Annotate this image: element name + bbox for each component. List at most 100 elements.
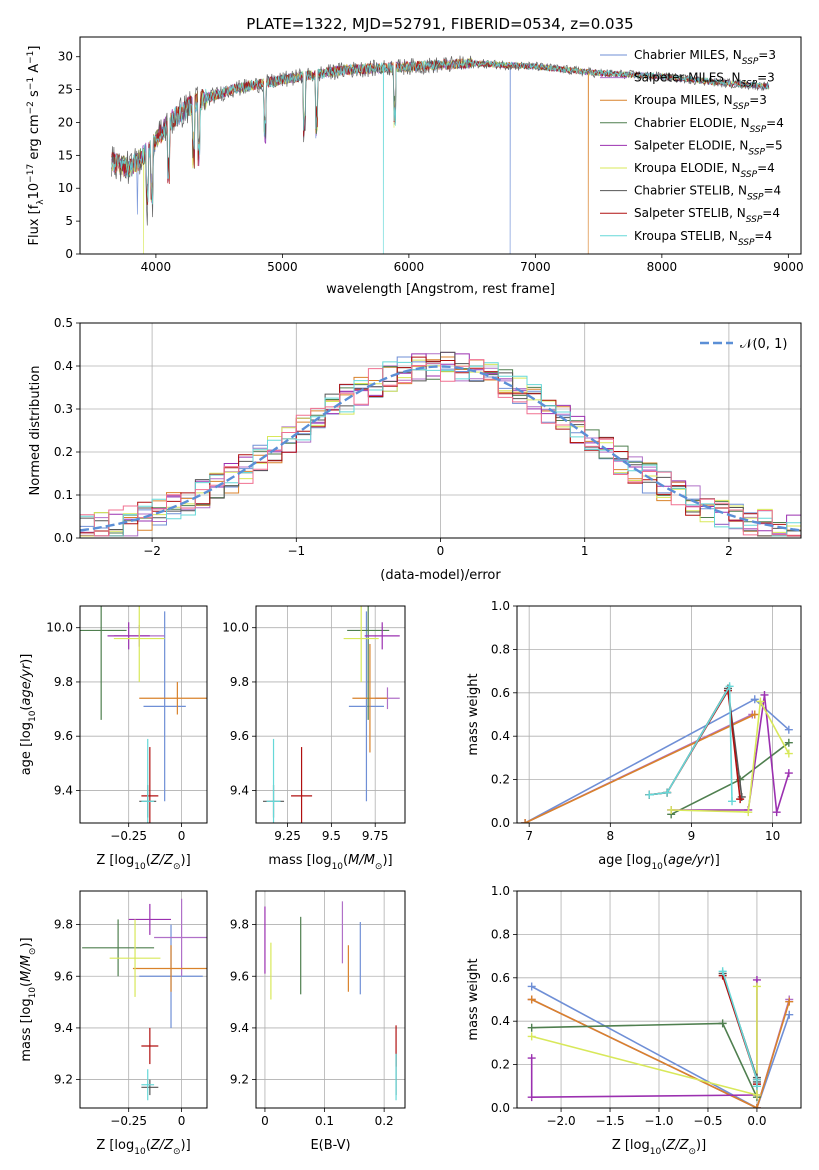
x-tick-label: 0.1 <box>315 1114 334 1128</box>
label-part: Salpeter MILES, N <box>634 71 741 85</box>
x-tick-label: 2 <box>725 544 733 558</box>
x-tick-label: 0.2 <box>375 1114 394 1128</box>
legend-label: Chabrier STELIB, NSSP=4 <box>634 184 781 203</box>
axes-age-vs-Z: −0.25 0 9.4 9.6 9.8 10.0 <box>46 605 208 843</box>
label-part: 10 <box>28 710 38 722</box>
y-tick-label: 1.0 <box>491 884 510 898</box>
label-part: M/M <box>19 955 34 982</box>
x-tick-label: 7 <box>525 829 533 843</box>
weight-line-kroupa-miles <box>524 713 756 823</box>
label-part: Chabrier MILES, N <box>634 48 742 62</box>
label-part: M/M <box>348 853 375 868</box>
label-part: Kroupa MILES, N <box>634 93 733 107</box>
x-axis-label: Z [log10(Z/Z⊙)] <box>612 1138 706 1157</box>
x-tick-label: 9.25 <box>274 829 301 843</box>
x-axis-label: Z [log10(Z/Z⊙)] <box>96 853 190 872</box>
x-tick-label: 5000 <box>267 260 298 274</box>
x-tick-label: −0.25 <box>110 829 147 843</box>
x-axis-label: Z [log10(Z/Z⊙)] <box>96 1138 190 1157</box>
x-tick-label: −0.5 <box>693 1114 722 1128</box>
weight-line-chabrier-miles <box>531 985 790 1108</box>
y-tick-label: 0.8 <box>491 642 510 656</box>
y-tick-label: 10.0 <box>46 621 73 635</box>
x-tick-label: 0 <box>178 1114 186 1128</box>
errorbar-salpeter-elodie <box>128 903 172 935</box>
y-tick-label: 9.8 <box>230 675 249 689</box>
weight-point <box>785 997 794 1006</box>
plot-area <box>263 606 400 823</box>
y-tick-label: 0.2 <box>491 1058 510 1072</box>
errorbar-salpeter-stelib <box>141 747 159 823</box>
axes-frame <box>516 605 802 824</box>
axes-spectrum: 4000 5000 6000 7000 8000 9000 0 5 10 15 20 25 30 <box>58 36 804 274</box>
x-tick-label: 0 <box>178 829 186 843</box>
x-tick-label: 9.5 <box>322 829 341 843</box>
x-tick-label: −0.25 <box>110 1114 147 1128</box>
y-tick-label: 9.8 <box>54 918 73 932</box>
weight-point <box>663 788 672 797</box>
label-part: =3 <box>749 93 767 107</box>
y-tick-label: 0.0 <box>54 531 73 545</box>
plot-area <box>111 55 770 254</box>
label-part: Kroupa ELODIE, N <box>634 161 741 175</box>
label-part: 10 <box>134 1147 146 1157</box>
label-part: ( <box>19 982 34 987</box>
label-part: −17 <box>26 164 36 183</box>
weight-point <box>718 967 727 976</box>
weight-line-kroupa-stelib <box>649 683 733 802</box>
normal-curve <box>80 365 801 532</box>
label-part: age [log <box>19 722 34 775</box>
weight-point <box>750 695 759 704</box>
label-part: =4 <box>766 116 784 130</box>
weight-point <box>752 982 761 991</box>
y-tick-label: 0.2 <box>491 773 510 787</box>
weight-point <box>527 1032 536 1041</box>
label-part: (0, 1) <box>752 337 787 352</box>
label-part: 10 <box>134 862 146 872</box>
y-tick-label: 30 <box>58 50 73 64</box>
weight-line-salpeter-stelib <box>721 975 758 1085</box>
errorbar-salpeter-stelib <box>291 747 313 823</box>
weight-point <box>527 1023 536 1032</box>
y-tick-label: 0.4 <box>54 359 73 373</box>
axes-frame <box>255 605 406 824</box>
weight-line-kroupa-elodie <box>671 698 790 813</box>
x-tick-label: 8 <box>606 829 614 843</box>
label-part: =4 <box>764 184 782 198</box>
y-tick-label: 9.6 <box>230 969 249 983</box>
axes-frame <box>79 605 208 824</box>
label-part: =4 <box>762 206 780 220</box>
y-axis-label: mass [log10(M/M⊙)] <box>19 937 38 1061</box>
y-tick-label: 9.6 <box>54 969 73 983</box>
label-part: SSP <box>746 215 763 225</box>
weight-point <box>645 790 654 799</box>
legend-label: Kroupa MILES, NSSP=3 <box>634 93 767 112</box>
label-part: Z [log <box>96 853 134 868</box>
errorbar-salpeter-stelib <box>141 1027 159 1065</box>
x-axis-label: (data-model)/error <box>380 568 501 583</box>
weight-point <box>521 819 530 823</box>
label-part: 10 <box>651 862 663 872</box>
y-tick-label: 0.2 <box>54 445 73 459</box>
weight-point <box>784 725 793 734</box>
y-axis-label: Flux [fλ10−17 erg cm−2 s−1 A−1] <box>26 46 46 246</box>
weight-point <box>784 749 793 758</box>
errorbar-chabrier-stelib <box>141 1079 159 1096</box>
errorbar-kroupa-stelib <box>141 738 155 823</box>
label-part: mass [log <box>268 853 331 868</box>
label-part: SSP <box>741 170 758 180</box>
label-part: SSP <box>733 102 750 112</box>
weight-line-salpeter-miles <box>531 998 790 1108</box>
x-tick-label: 4000 <box>141 260 172 274</box>
label-part: A <box>27 64 42 77</box>
label-part: age/yr <box>19 662 34 705</box>
axes-frame <box>255 890 406 1109</box>
axes-residual-histogram: −2 −1 0 1 2 0.0 0.1 0.2 0.3 0.4 0.5 <box>54 316 802 558</box>
label-part: )] <box>19 654 34 664</box>
weight-point <box>527 1093 536 1102</box>
label-part: ( <box>146 1138 151 1153</box>
weight-line-kroupa-miles <box>531 998 790 1108</box>
y-tick-label: 20 <box>58 115 73 129</box>
y-tick-label: 10 <box>58 181 73 195</box>
label-part: erg cm <box>27 114 42 163</box>
